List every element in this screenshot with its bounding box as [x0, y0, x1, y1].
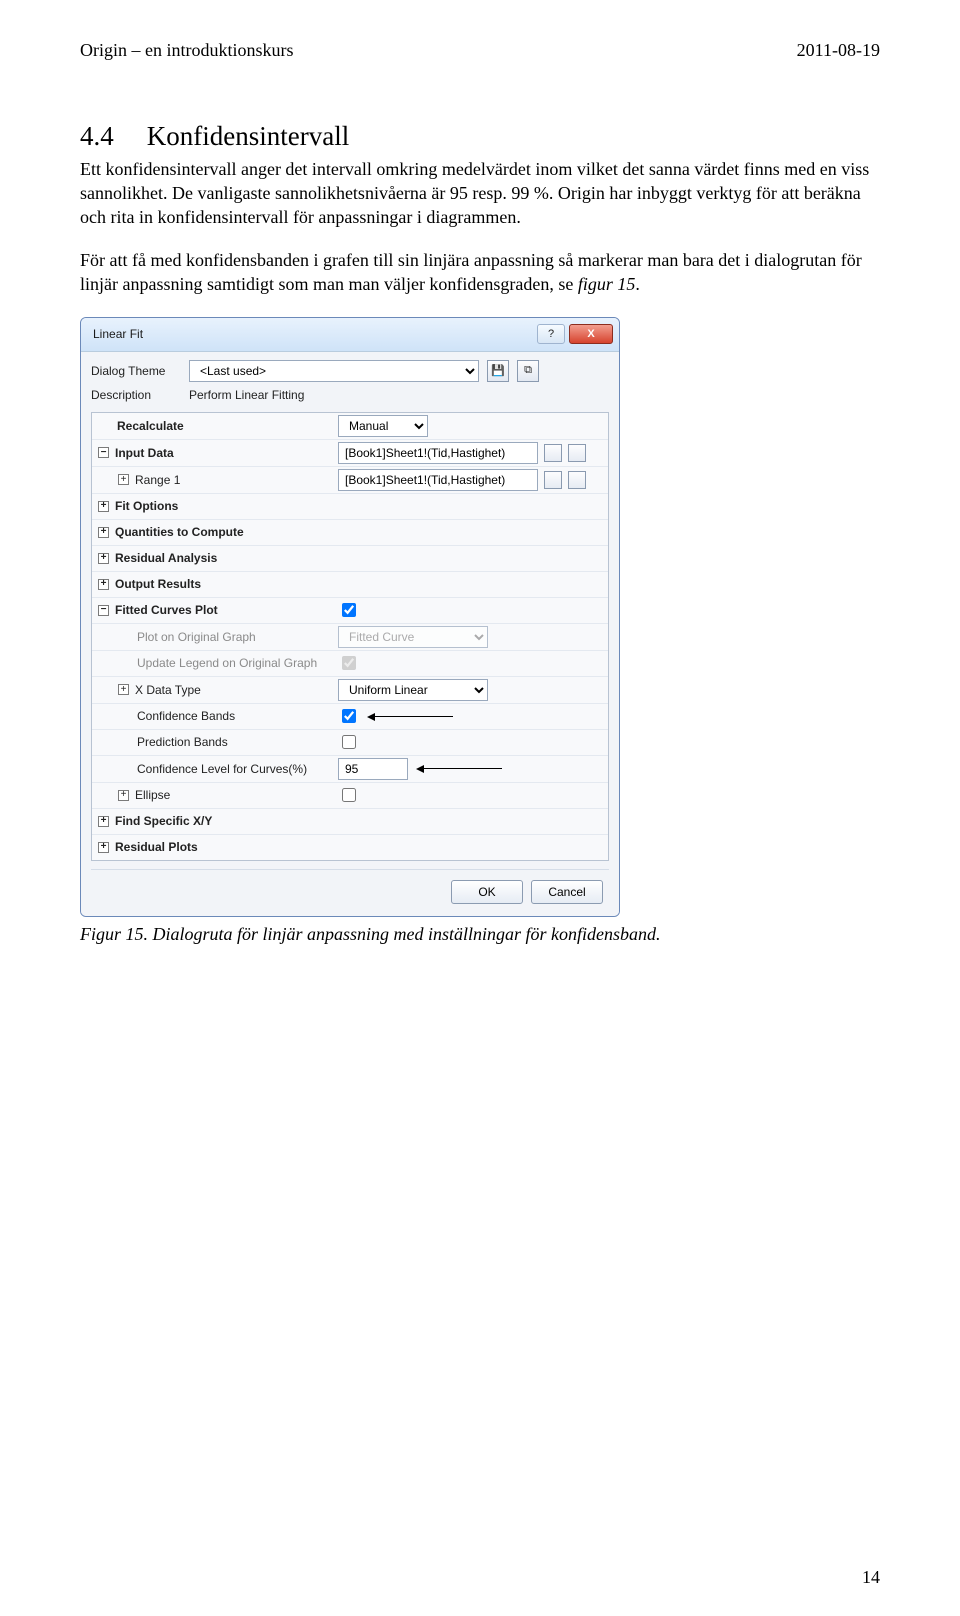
- x-data-type-label: X Data Type: [135, 683, 201, 697]
- residual-plots-row: + Residual Plots: [92, 834, 608, 860]
- ellipse-row: + Ellipse: [92, 782, 608, 808]
- select-data-icon[interactable]: [544, 444, 562, 462]
- recalculate-select[interactable]: Manual: [338, 415, 428, 437]
- prediction-bands-row: Prediction Bands: [92, 729, 608, 755]
- fitted-curves-label: Fitted Curves Plot: [115, 603, 218, 617]
- confidence-level-field[interactable]: [338, 758, 408, 780]
- ok-button[interactable]: OK: [451, 880, 523, 904]
- paragraph-2c: .: [635, 274, 640, 294]
- plot-on-original-select: Fitted Curve: [338, 626, 488, 648]
- description-row: Description Perform Linear Fitting: [91, 388, 609, 402]
- expand-icon[interactable]: +: [98, 553, 109, 564]
- fitted-curves-checkbox[interactable]: [342, 603, 356, 617]
- page-number: 14: [862, 1567, 880, 1588]
- dialog-theme-select[interactable]: <Last used>: [189, 360, 479, 382]
- section-number: 4.4: [80, 121, 140, 152]
- header-left: Origin – en introduktionskurs: [80, 40, 294, 61]
- output-results-row: + Output Results: [92, 571, 608, 597]
- prediction-bands-label: Prediction Bands: [137, 735, 228, 749]
- section-heading: 4.4 Konfidensintervall: [80, 121, 880, 152]
- residual-analysis-label: Residual Analysis: [115, 551, 217, 565]
- paragraph-2: För att få med konfidensbanden i grafen …: [80, 249, 880, 297]
- help-button[interactable]: ?: [537, 324, 565, 344]
- expand-icon[interactable]: +: [118, 684, 129, 695]
- quantities-label: Quantities to Compute: [115, 525, 244, 539]
- linear-fit-dialog: Linear Fit ? X Dialog Theme <Last used> …: [80, 317, 620, 917]
- parameter-panel: Recalculate Manual − Input Data: [91, 412, 609, 861]
- fit-options-label: Fit Options: [115, 499, 178, 513]
- flyout-icon[interactable]: [568, 444, 586, 462]
- paragraph-2b: figur 15: [578, 274, 636, 294]
- expand-icon[interactable]: +: [98, 816, 109, 827]
- dialog-theme-label: Dialog Theme: [91, 364, 181, 378]
- dialog-body: Dialog Theme <Last used> 💾 ⧉ Description…: [81, 352, 619, 916]
- confidence-bands-checkbox[interactable]: [342, 709, 356, 723]
- expand-icon[interactable]: +: [118, 474, 129, 485]
- recalculate-label: Recalculate: [117, 419, 184, 433]
- ellipse-label: Ellipse: [135, 788, 170, 802]
- update-legend-row: Update Legend on Original Graph: [92, 650, 608, 676]
- expand-icon[interactable]: +: [98, 842, 109, 853]
- select-range-icon[interactable]: [544, 471, 562, 489]
- update-legend-checkbox: [342, 656, 356, 670]
- range-flyout-icon[interactable]: [568, 471, 586, 489]
- annotation-arrow: [373, 716, 453, 717]
- figure-15: Linear Fit ? X Dialog Theme <Last used> …: [80, 317, 880, 946]
- ellipse-checkbox[interactable]: [342, 788, 356, 802]
- confidence-bands-row: Confidence Bands: [92, 703, 608, 729]
- paragraph-2a: För att få med konfidensbanden i grafen …: [80, 250, 862, 294]
- window-buttons: ? X: [537, 324, 613, 344]
- expand-icon[interactable]: +: [98, 501, 109, 512]
- figure-caption: Figur 15. Dialogruta för linjär anpassni…: [80, 923, 880, 946]
- dialog-button-row: OK Cancel: [91, 869, 609, 906]
- dialog-title: Linear Fit: [93, 327, 143, 341]
- find-specific-label: Find Specific X/Y: [115, 814, 212, 828]
- find-specific-row: + Find Specific X/Y: [92, 808, 608, 834]
- x-data-type-select[interactable]: Uniform Linear: [338, 679, 488, 701]
- duplicate-theme-icon[interactable]: ⧉: [517, 360, 539, 382]
- cancel-button[interactable]: Cancel: [531, 880, 603, 904]
- input-data-row: − Input Data: [92, 439, 608, 466]
- x-data-type-row: + X Data Type Uniform Linear: [92, 676, 608, 703]
- annotation-arrow: [422, 768, 502, 769]
- plot-on-original-row: Plot on Original Graph Fitted Curve: [92, 623, 608, 650]
- confidence-bands-label: Confidence Bands: [137, 709, 235, 723]
- dialog-titlebar: Linear Fit ? X: [81, 318, 619, 352]
- collapse-icon[interactable]: −: [98, 447, 109, 458]
- expand-icon[interactable]: +: [118, 790, 129, 801]
- collapse-icon[interactable]: −: [98, 605, 109, 616]
- expand-icon[interactable]: +: [98, 579, 109, 590]
- output-results-label: Output Results: [115, 577, 201, 591]
- save-theme-icon[interactable]: 💾: [487, 360, 509, 382]
- input-data-field[interactable]: [338, 442, 538, 464]
- update-legend-label: Update Legend on Original Graph: [137, 656, 317, 670]
- fitted-curves-row: − Fitted Curves Plot: [92, 597, 608, 623]
- paragraph-1: Ett konfidensintervall anger det interva…: [80, 158, 880, 229]
- dialog-theme-row: Dialog Theme <Last used> 💾 ⧉: [91, 360, 609, 382]
- expand-icon[interactable]: +: [98, 527, 109, 538]
- confidence-level-row: Confidence Level for Curves(%): [92, 755, 608, 782]
- residual-analysis-row: + Residual Analysis: [92, 545, 608, 571]
- plot-on-original-label: Plot on Original Graph: [137, 630, 256, 644]
- confidence-level-label: Confidence Level for Curves(%): [137, 762, 307, 776]
- description-value: Perform Linear Fitting: [189, 388, 304, 402]
- range1-label: Range 1: [135, 473, 180, 487]
- quantities-row: + Quantities to Compute: [92, 519, 608, 545]
- section-title: Konfidensintervall: [147, 121, 349, 151]
- description-label: Description: [91, 388, 181, 402]
- residual-plots-label: Residual Plots: [115, 840, 198, 854]
- recalculate-row: Recalculate Manual: [92, 413, 608, 439]
- header-right: 2011-08-19: [797, 40, 880, 61]
- fit-options-row: + Fit Options: [92, 493, 608, 519]
- range1-field[interactable]: [338, 469, 538, 491]
- range1-row: + Range 1: [92, 466, 608, 493]
- prediction-bands-checkbox[interactable]: [342, 735, 356, 749]
- input-data-label: Input Data: [115, 446, 174, 460]
- close-button[interactable]: X: [569, 324, 613, 344]
- page-header: Origin – en introduktionskurs 2011-08-19: [80, 40, 880, 61]
